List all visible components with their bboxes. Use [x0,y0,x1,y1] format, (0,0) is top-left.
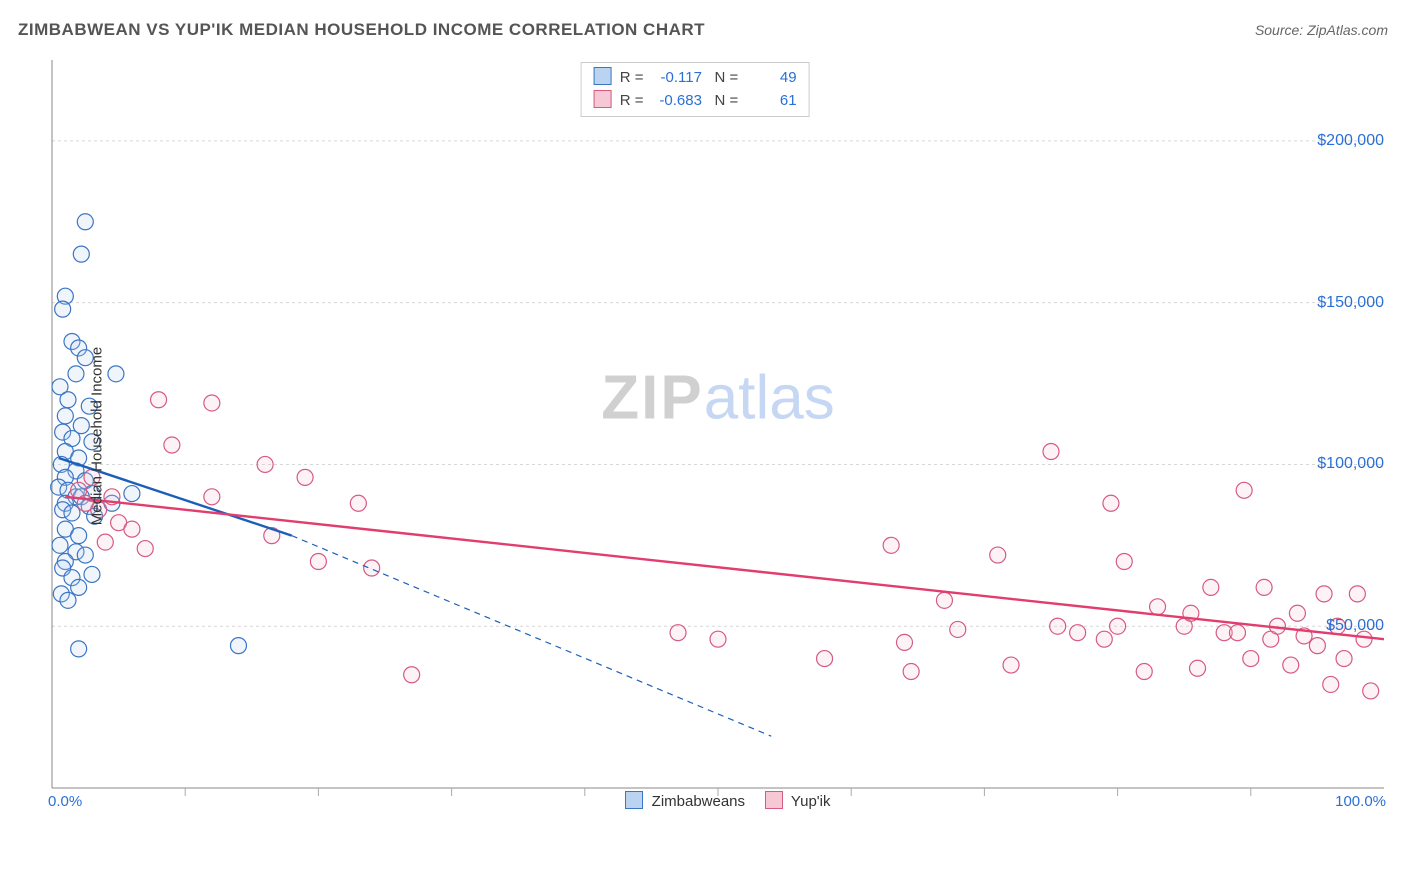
chart-title: ZIMBABWEAN VS YUP'IK MEDIAN HOUSEHOLD IN… [18,20,705,40]
n-label: N = [714,67,742,90]
plot-area: Median Household Income ZIPatlas R = -0.… [48,56,1388,816]
y-tick-label: $150,000 [1317,294,1384,312]
y-tick-label: $50,000 [1326,617,1384,635]
n-label: N = [714,90,742,113]
r-label: R = [620,67,648,90]
series-swatch [594,90,612,108]
legend-label: Zimbabweans [647,793,745,810]
r-label: R = [620,90,648,113]
y-tick-label: $200,000 [1317,132,1384,150]
scatter-chart [48,56,1388,816]
n-value: 49 [747,67,797,90]
legend-swatch [765,791,783,809]
info-row: R = -0.683 N = 61 [594,90,797,113]
r-value: -0.117 [652,67,702,90]
source-label: Source: ZipAtlas.com [1255,22,1388,38]
y-axis-label: Median Household Income [89,347,106,525]
correlation-info-box: R = -0.117 N = 49 R = -0.683 N = 61 [581,62,810,117]
y-tick-label: $100,000 [1317,455,1384,473]
series-swatch [594,67,612,85]
info-row: R = -0.117 N = 49 [594,67,797,90]
r-value: -0.683 [652,90,702,113]
legend-swatch [625,791,643,809]
header: ZIMBABWEAN VS YUP'IK MEDIAN HOUSEHOLD IN… [18,20,1388,40]
bottom-legend: Zimbabweans Yup'ik [48,791,1388,810]
n-value: 61 [747,90,797,113]
legend-label: Yup'ik [787,793,830,810]
